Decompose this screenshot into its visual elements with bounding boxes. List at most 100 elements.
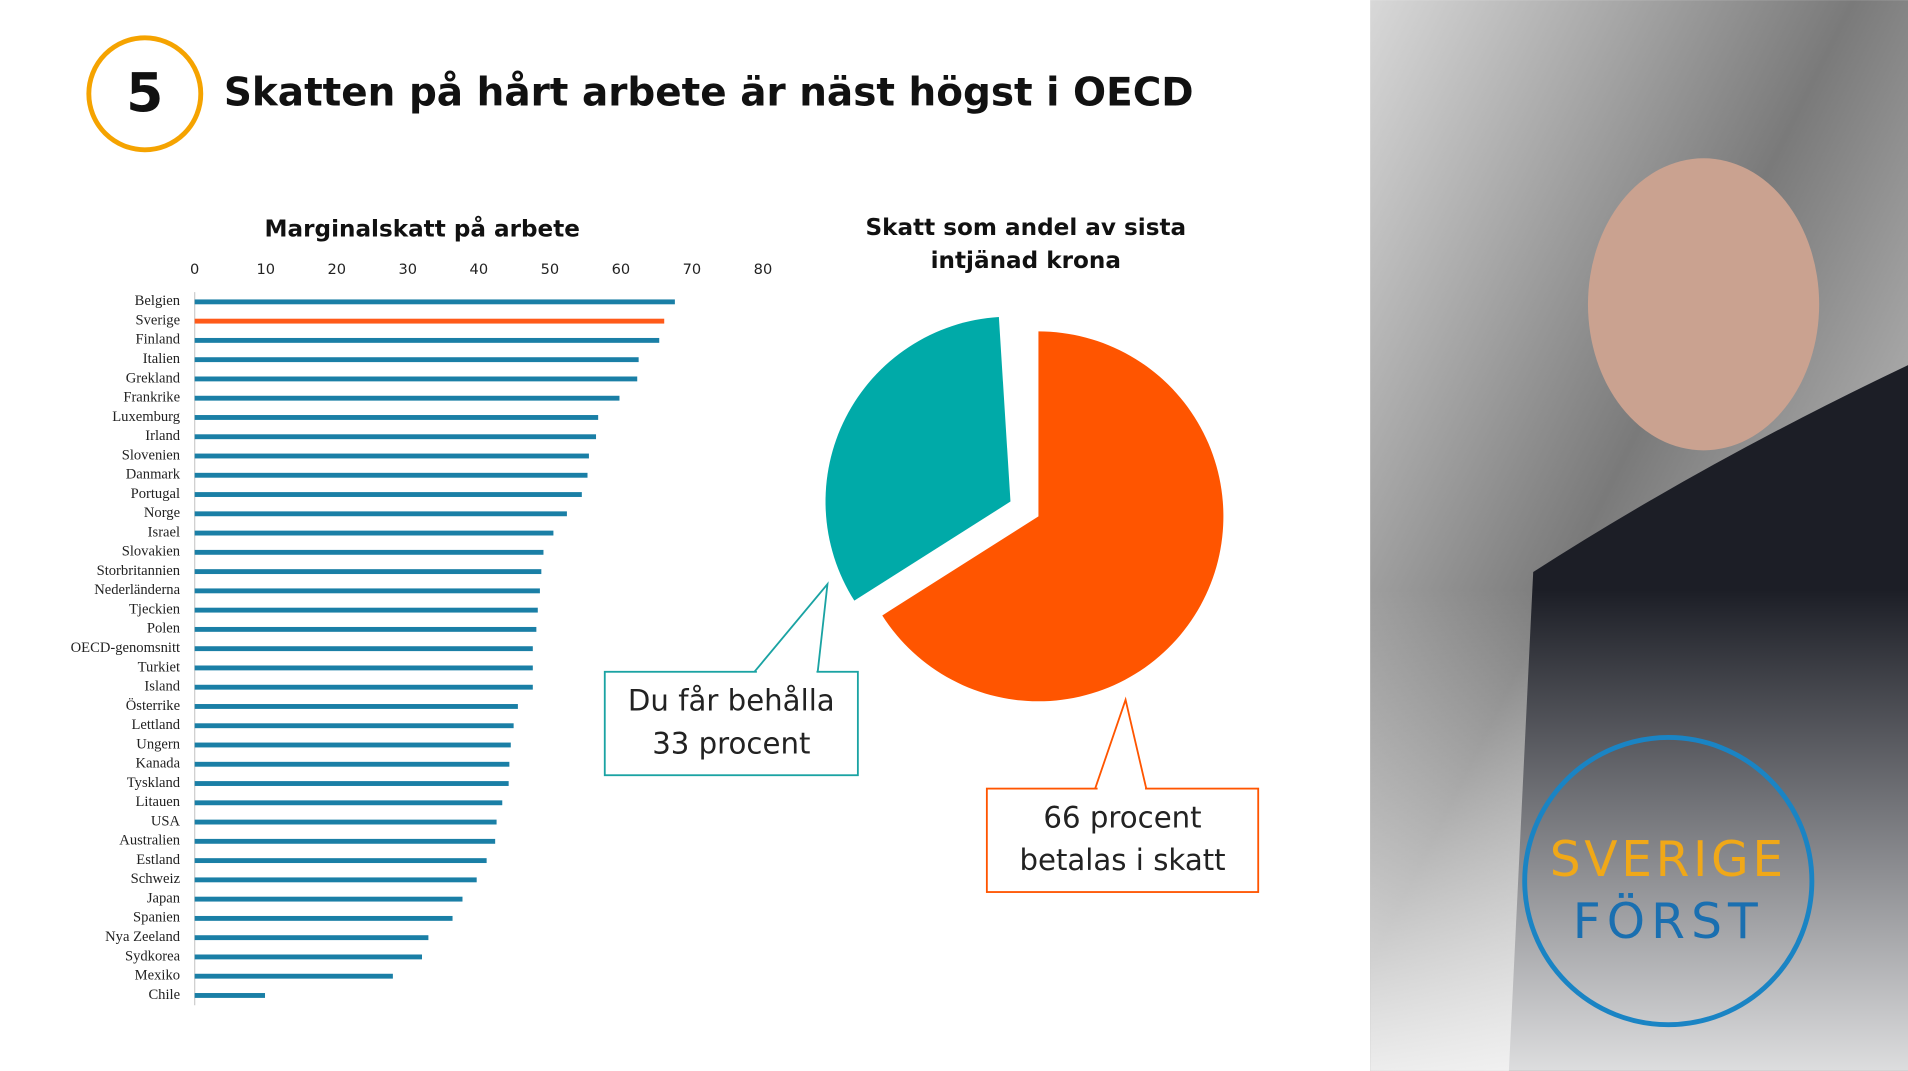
category-label: Belgien — [135, 293, 181, 309]
bar — [194, 684, 533, 690]
callout-pointer — [753, 581, 829, 673]
category-label: Grekland — [126, 370, 181, 386]
bar — [194, 626, 537, 632]
bar-title: Marginalskatt på arbete — [265, 216, 580, 243]
bar — [194, 973, 393, 979]
category-label: Frankrike — [123, 390, 180, 406]
bar — [194, 646, 533, 652]
category-label: Tyskland — [127, 775, 181, 791]
slide-number: 5 — [126, 61, 163, 124]
category-label: Luxemburg — [112, 409, 181, 425]
category-label: Ungern — [136, 736, 180, 752]
bar — [194, 935, 429, 941]
category-label: Nederländerna — [94, 582, 180, 598]
callout-box — [985, 787, 1260, 893]
category-label: Finland — [135, 332, 180, 348]
category-label: Irland — [145, 428, 181, 444]
category-label: Norge — [144, 505, 180, 521]
x-tick-label: 50 — [541, 261, 560, 278]
bar — [194, 761, 510, 767]
category-label: Island — [144, 679, 180, 695]
bar — [194, 511, 567, 517]
bar — [194, 357, 639, 363]
category-label: Australien — [119, 833, 180, 849]
bar — [194, 337, 660, 343]
pie-slice — [882, 331, 1224, 702]
category-label: Japan — [147, 890, 181, 906]
bar — [194, 665, 533, 671]
pie-title-box: Skatt som andel av sista intjänad krona — [865, 214, 1187, 274]
callout-text-box: Du får behålla 33 procent — [627, 683, 835, 761]
bar — [194, 607, 538, 613]
bar — [194, 877, 477, 883]
category-label: Tjeckien — [129, 601, 181, 617]
bar — [194, 838, 496, 844]
bar — [194, 318, 665, 324]
bar — [194, 858, 487, 864]
bar — [194, 993, 266, 998]
category-label: USA — [151, 813, 181, 829]
bar — [194, 415, 599, 420]
x-tick-label: 80 — [754, 261, 773, 278]
bar — [194, 549, 544, 555]
category-label: Österrike — [126, 697, 180, 714]
bar — [194, 704, 518, 709]
x-tick-label: 60 — [612, 261, 631, 278]
callout-text: Du får behålla 33 procent — [627, 683, 835, 761]
logo-bottom: FÖRST — [1573, 894, 1764, 950]
pie-title: Skatt som andel av sista intjänad krona — [865, 214, 1187, 274]
bar — [194, 434, 597, 440]
x-tick-label: 70 — [683, 261, 702, 278]
photo-fade — [1370, 0, 1908, 1071]
bar — [194, 472, 588, 478]
category-label: Israel — [148, 524, 180, 540]
slide-title: Skatten på hårt arbete är näst högst i O… — [224, 71, 1194, 116]
category-label: Storbritannien — [97, 563, 181, 579]
bar — [194, 742, 511, 748]
logo-ring — [1522, 735, 1815, 1028]
x-tick-label: 0 — [190, 261, 199, 278]
bar — [194, 723, 514, 729]
category-label: Litauen — [136, 794, 181, 810]
category-label: Lettland — [131, 717, 180, 733]
bar — [194, 954, 422, 960]
category-label: Spanien — [133, 910, 181, 926]
bar — [194, 896, 463, 902]
category-label: Slovakien — [122, 544, 181, 560]
pie-slice — [825, 316, 1011, 601]
category-label: Chile — [148, 987, 180, 1003]
x-tick-label: 40 — [470, 261, 489, 278]
bar — [194, 492, 582, 497]
callout-box — [603, 670, 859, 777]
category-label: Slovenien — [122, 447, 181, 463]
category-label: Schweiz — [131, 871, 181, 887]
callout-text-box: 66 procent betalas i skatt — [1019, 800, 1226, 878]
category-label: Portugal — [131, 486, 180, 502]
x-tick-label: 30 — [399, 261, 418, 278]
category-label: Estland — [136, 852, 180, 868]
bar — [194, 781, 509, 786]
bar — [194, 299, 675, 305]
bar — [194, 395, 620, 401]
callout-text: 66 procent betalas i skatt — [1019, 800, 1226, 878]
category-label: Sydkorea — [125, 948, 181, 964]
category-label: Danmark — [126, 467, 181, 483]
number-badge — [86, 35, 204, 153]
bar — [194, 569, 542, 575]
category-label: Turkiet — [138, 659, 180, 675]
category-label: OECD-genomsnitt — [71, 640, 180, 656]
bar — [194, 376, 638, 382]
bar — [194, 800, 503, 806]
bar — [194, 915, 453, 921]
x-tick-label: 20 — [327, 261, 346, 278]
category-label: Nya Zeeland — [105, 929, 181, 945]
category-label: Kanada — [136, 756, 181, 772]
bar — [194, 588, 540, 594]
bar — [194, 819, 497, 825]
category-label: Polen — [147, 621, 181, 637]
callout-pointer — [1094, 696, 1148, 789]
bar — [194, 530, 554, 536]
logo-top: SVERIGE — [1550, 832, 1787, 888]
